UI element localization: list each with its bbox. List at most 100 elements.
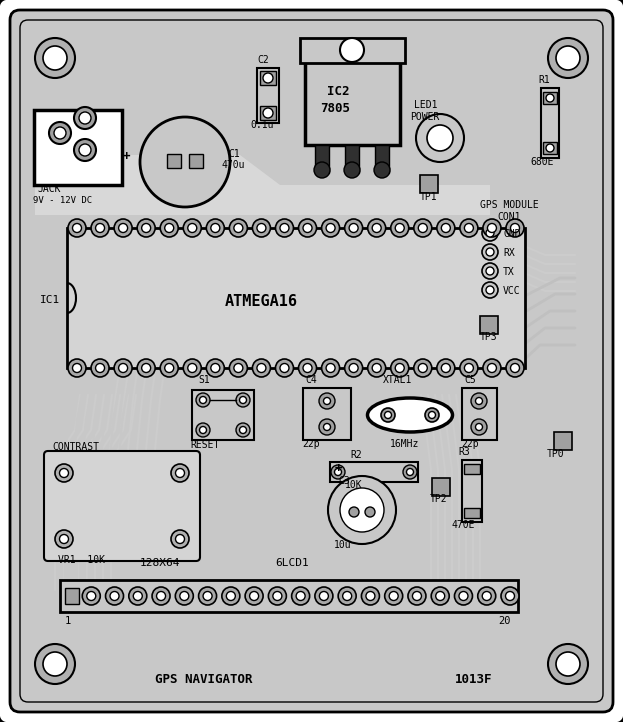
Circle shape — [211, 224, 220, 232]
Circle shape — [374, 162, 390, 178]
Circle shape — [482, 244, 498, 260]
Circle shape — [239, 427, 247, 433]
Circle shape — [546, 144, 554, 152]
Circle shape — [275, 359, 293, 377]
Polygon shape — [35, 155, 490, 215]
Bar — [462, 388, 497, 440]
Circle shape — [321, 219, 340, 237]
Circle shape — [273, 591, 282, 601]
Circle shape — [548, 38, 588, 78]
Circle shape — [482, 225, 498, 241]
Bar — [167, 154, 181, 168]
Circle shape — [486, 229, 494, 237]
Bar — [432, 478, 450, 496]
Circle shape — [137, 359, 155, 377]
Circle shape — [482, 282, 498, 298]
Circle shape — [414, 219, 432, 237]
Circle shape — [171, 530, 189, 548]
Circle shape — [72, 363, 82, 373]
Bar — [260, 71, 276, 85]
Circle shape — [199, 396, 206, 404]
Circle shape — [437, 359, 455, 377]
Text: 9V - 12V DC: 9V - 12V DC — [33, 196, 92, 205]
Circle shape — [60, 469, 69, 477]
Circle shape — [129, 587, 147, 605]
Circle shape — [43, 46, 67, 70]
Circle shape — [156, 591, 166, 601]
Bar — [48, 475, 58, 537]
Circle shape — [91, 219, 109, 237]
Circle shape — [349, 507, 359, 517]
Circle shape — [505, 591, 515, 601]
Bar — [480, 316, 498, 334]
Circle shape — [471, 393, 487, 409]
Circle shape — [105, 587, 123, 605]
Bar — [300, 38, 405, 63]
Bar — [541, 88, 559, 158]
Text: 0.1u: 0.1u — [250, 120, 273, 130]
Text: C1: C1 — [228, 149, 240, 159]
Circle shape — [365, 507, 375, 517]
Circle shape — [345, 359, 363, 377]
FancyBboxPatch shape — [10, 10, 613, 712]
Circle shape — [486, 248, 494, 256]
Circle shape — [510, 363, 520, 373]
Circle shape — [74, 107, 96, 129]
Circle shape — [319, 419, 335, 435]
Circle shape — [427, 125, 453, 151]
Circle shape — [196, 393, 210, 407]
Circle shape — [141, 224, 151, 232]
Ellipse shape — [368, 398, 452, 432]
Circle shape — [55, 530, 73, 548]
Circle shape — [211, 363, 220, 373]
Circle shape — [501, 587, 519, 605]
Circle shape — [252, 359, 270, 377]
Text: 10K: 10K — [345, 480, 363, 490]
Circle shape — [95, 363, 105, 373]
Circle shape — [478, 587, 496, 605]
Circle shape — [475, 398, 482, 404]
Circle shape — [269, 587, 287, 605]
Bar — [543, 142, 557, 154]
Text: XTAL1: XTAL1 — [383, 375, 412, 385]
Text: C2: C2 — [257, 55, 269, 65]
Text: S1: S1 — [198, 375, 210, 385]
Circle shape — [441, 224, 450, 232]
Circle shape — [206, 219, 224, 237]
Circle shape — [372, 224, 381, 232]
Circle shape — [326, 363, 335, 373]
Circle shape — [79, 112, 91, 124]
Bar — [65, 588, 79, 604]
Circle shape — [345, 219, 363, 237]
Circle shape — [340, 38, 364, 62]
Circle shape — [91, 359, 109, 377]
Circle shape — [395, 224, 404, 232]
Circle shape — [176, 534, 184, 544]
Text: +: + — [123, 150, 130, 163]
Circle shape — [368, 359, 386, 377]
Circle shape — [403, 465, 417, 479]
Circle shape — [68, 359, 86, 377]
Circle shape — [437, 219, 455, 237]
Text: R3: R3 — [458, 447, 470, 457]
Circle shape — [257, 363, 266, 373]
Circle shape — [343, 591, 351, 601]
Circle shape — [416, 114, 464, 162]
Circle shape — [236, 393, 250, 407]
Circle shape — [257, 224, 266, 232]
Circle shape — [68, 219, 86, 237]
Circle shape — [234, 224, 243, 232]
Text: GPS NAVIGATOR: GPS NAVIGATOR — [155, 673, 252, 686]
Bar — [464, 464, 480, 474]
Circle shape — [506, 219, 524, 237]
Circle shape — [314, 162, 330, 178]
Text: +: + — [335, 462, 343, 475]
Text: TX: TX — [503, 267, 515, 277]
Text: CON1: CON1 — [497, 212, 520, 222]
Circle shape — [319, 393, 335, 409]
Circle shape — [250, 591, 259, 601]
Circle shape — [483, 219, 501, 237]
Circle shape — [229, 219, 247, 237]
Text: IC1: IC1 — [40, 295, 60, 305]
Text: 22p: 22p — [461, 439, 478, 449]
